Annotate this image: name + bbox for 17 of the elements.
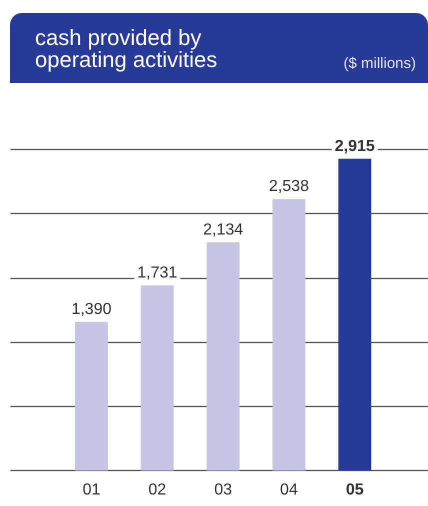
x-tick-label: 03 (214, 482, 232, 498)
bar (75, 322, 108, 470)
chart-subtitle: ($ millions) (343, 54, 416, 74)
chart-title: cash provided by operating activities (35, 25, 218, 72)
x-tick-label: 04 (280, 482, 298, 498)
data-label: 2,915 (334, 138, 375, 155)
data-label: 2,134 (203, 221, 244, 238)
x-tick-label: 02 (148, 482, 166, 498)
bar (206, 242, 240, 470)
x-tick-label: 05 (346, 482, 364, 498)
data-label: 1,390 (71, 300, 112, 318)
bar (338, 158, 372, 470)
bar (140, 285, 174, 470)
x-tick-label: 01 (82, 482, 100, 498)
bar (272, 199, 306, 470)
data-label: 1,731 (137, 264, 178, 282)
data-label: 2,538 (268, 178, 310, 196)
